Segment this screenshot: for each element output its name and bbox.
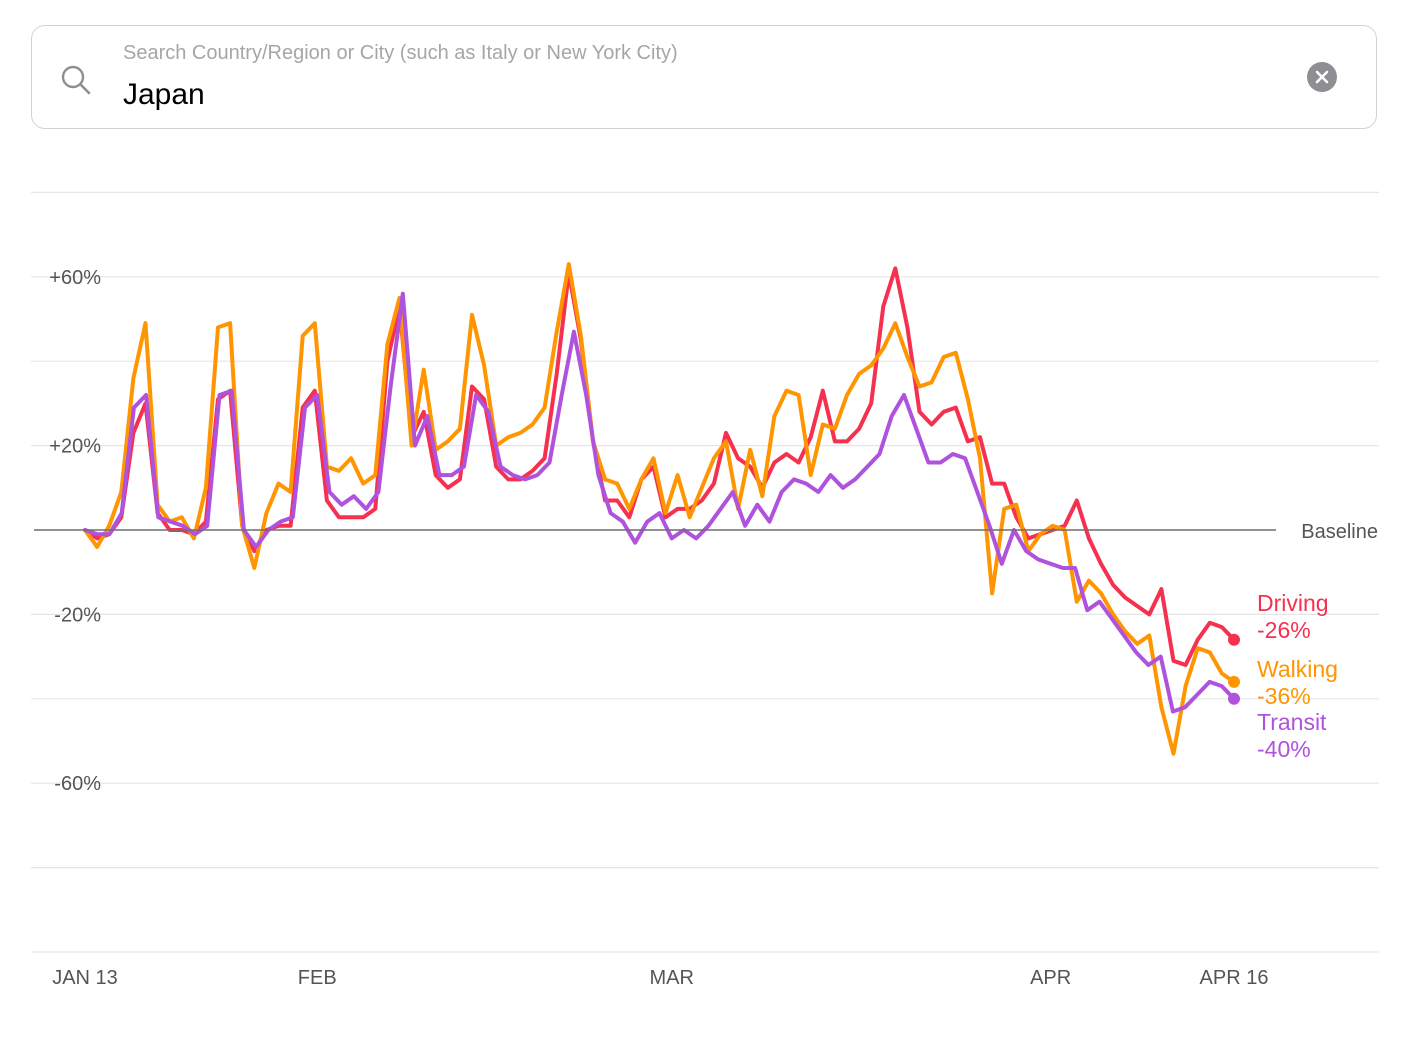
search-icon <box>60 64 92 96</box>
series-label-transit: Transit <box>1257 709 1327 735</box>
series-value-transit: -40% <box>1257 736 1311 762</box>
y-tick-label: +20% <box>49 436 101 458</box>
search-bar[interactable]: Search Country/Region or City (such as I… <box>31 25 1377 129</box>
series-endpoint-transit <box>1228 692 1240 705</box>
clear-search-button[interactable] <box>1307 62 1337 92</box>
series-value-driving: -26% <box>1257 617 1311 643</box>
series-line-walking <box>83 262 1236 756</box>
series-endpoint-walking <box>1228 675 1240 688</box>
series-endpoint-driving <box>1228 633 1240 646</box>
search-placeholder: Search Country/Region or City (such as I… <box>123 42 678 64</box>
baseline-label: Baseline <box>1301 521 1378 543</box>
search-input[interactable]: Japan <box>123 78 205 111</box>
y-tick-label: +60% <box>49 267 101 289</box>
x-tick-label: FEB <box>298 967 337 989</box>
series-line-driving <box>83 266 1236 667</box>
series-label-driving: Driving <box>1257 590 1329 616</box>
series-value-walking: -36% <box>1257 683 1311 709</box>
x-tick-label: APR 16 <box>1200 967 1269 989</box>
x-tick-label: APR <box>1030 967 1071 989</box>
x-tick-label: MAR <box>649 967 693 989</box>
y-tick-label: -60% <box>54 773 101 795</box>
series-line-transit <box>83 291 1236 714</box>
clear-circle-icon <box>1315 70 1329 84</box>
x-tick-label: JAN 13 <box>52 967 118 989</box>
y-tick-label: -20% <box>54 604 101 626</box>
series-label-walking: Walking <box>1257 656 1338 682</box>
